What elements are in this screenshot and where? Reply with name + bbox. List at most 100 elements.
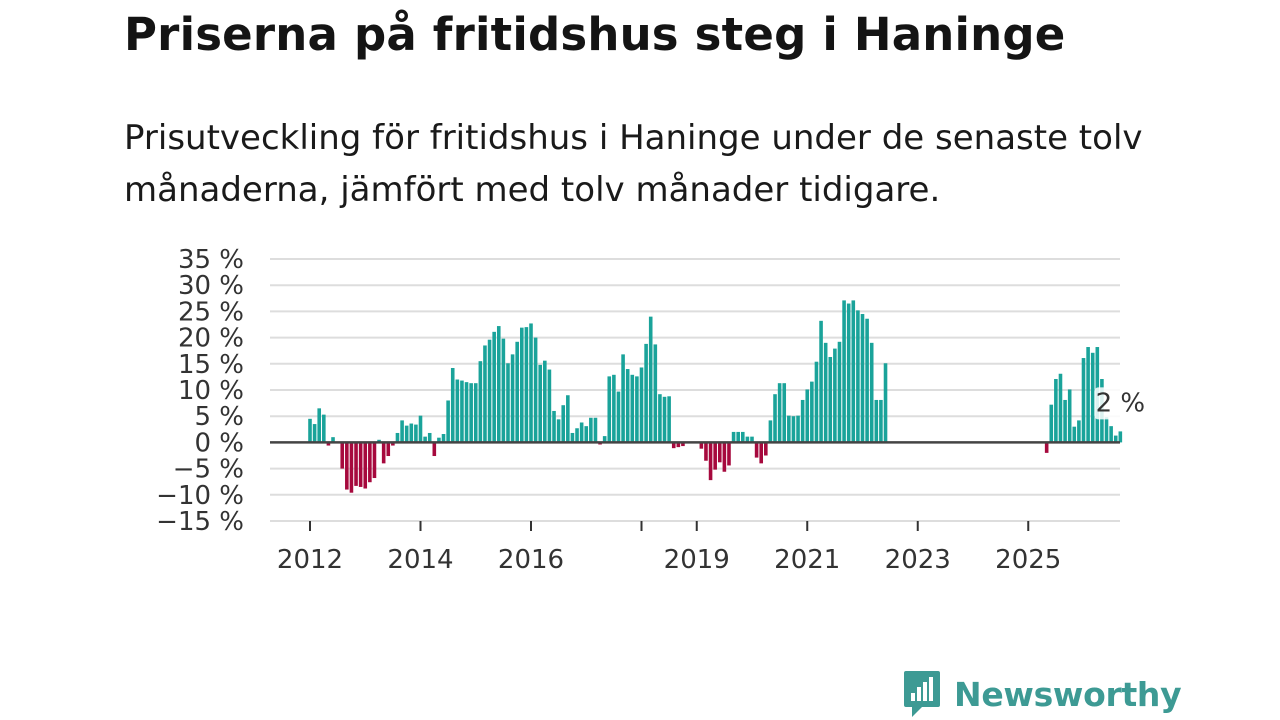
last-value-annotation: 2 % [1094,387,1147,420]
bar [570,432,575,443]
bar [427,432,432,443]
bar [469,383,473,443]
bar [533,337,538,443]
bar [635,376,639,443]
bar [745,436,750,443]
bar [713,442,717,470]
x-tick-label: 2025 [995,545,1061,575]
bar [391,442,395,446]
annotation-background [1094,387,1147,420]
bar [879,399,883,443]
bar [865,318,869,443]
y-tick-label: 15 % [178,350,244,380]
x-tick-label: 2023 [885,545,951,575]
bar [833,348,837,443]
bar [1049,404,1054,443]
y-tick-label: −10 % [156,481,244,511]
bar [639,367,644,443]
bar [704,442,708,461]
bar [630,374,635,443]
bar [377,439,381,443]
bar [1058,373,1063,443]
bar [478,361,483,443]
bar [819,320,823,443]
bar [1109,426,1113,443]
bar [759,442,764,464]
bar [561,405,566,443]
bar [345,442,349,490]
chart-subtitle: Prisutveckling för fritidshus i Haninge … [124,118,1143,210]
bar [308,418,312,443]
bar [492,331,496,443]
bar [625,369,630,443]
bar [322,414,326,443]
bar [869,342,874,443]
bar [404,425,409,443]
bar [400,420,404,443]
y-tick-label: −15 % [156,507,244,537]
bar [372,442,377,479]
bar [1063,399,1067,443]
bar [418,415,423,443]
y-tick-label: 25 % [178,297,244,327]
bar [1072,426,1077,443]
y-tick-label: 20 % [178,324,244,354]
bar [740,431,745,443]
bar [543,360,547,443]
bar [381,442,386,464]
bar [671,442,676,449]
y-tick-label: −5 % [173,455,244,485]
bar [395,432,400,443]
bar [791,416,796,443]
bar [326,442,331,446]
bar [1086,347,1090,443]
bar [460,380,464,443]
bar [1118,431,1123,443]
bar [579,422,584,443]
bar [1054,378,1058,443]
y-axis-labels: 35 %30 %25 %20 %15 %10 %5 %0 %−5 %−10 %−… [156,245,244,537]
bar [653,344,658,443]
bar [354,442,358,486]
bar [823,342,828,443]
newsworthy-bar-chart-icon [904,671,940,717]
bar [814,361,819,443]
y-tick-label: 5 % [194,402,244,432]
bar [496,326,501,443]
bar [483,345,487,443]
x-axis: 2012 2014 2016 2019 2021 2023 2025 [277,521,1061,575]
page-title: Priserna på fritidshus steg i Haninge [124,8,1066,61]
y-tick-label: 35 % [178,245,244,275]
bar [589,417,593,443]
bar [510,354,515,443]
y-tick-label: 30 % [178,271,244,301]
bar [796,415,800,443]
bar [731,431,736,443]
bar [519,327,524,443]
bar [529,323,533,443]
bar [368,442,372,483]
x-tick-label: 2021 [774,545,840,575]
bar [538,364,543,443]
bar [607,376,612,443]
bar [317,408,322,443]
bar [722,442,727,472]
bar [777,383,782,443]
bar [340,442,345,469]
bar [846,303,851,443]
bar [648,316,653,443]
bar [593,417,598,443]
bar [856,310,860,443]
bar [524,327,529,443]
bar [851,300,856,443]
bar [828,356,833,443]
bar [487,339,492,443]
x-tick-label: 2014 [387,545,453,575]
bar [455,379,460,443]
bar [515,341,519,443]
y-tick-label: 0 % [194,428,244,458]
bar [773,394,777,443]
bar [358,442,363,487]
newsworthy-logo: Newsworthy [902,669,1182,719]
x-tick-label: 2016 [498,545,564,575]
